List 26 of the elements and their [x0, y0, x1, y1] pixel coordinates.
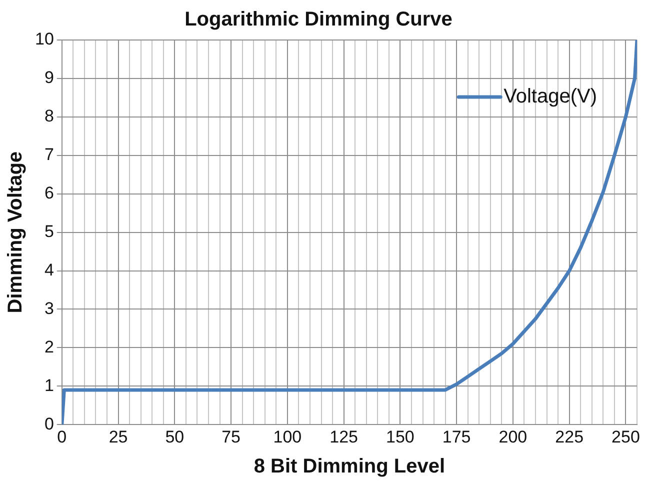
x-tick-label: 225 — [555, 427, 584, 446]
chart-title: Logarithmic Dimming Curve — [184, 8, 452, 31]
y-tick-label: 10 — [34, 30, 54, 49]
y-tick-label: 1 — [44, 376, 54, 395]
legend-label: Voltage(V) — [504, 86, 597, 108]
y-tick-label: 0 — [44, 414, 54, 434]
x-tick-label: 25 — [108, 427, 128, 446]
x-tick-label: 0 — [57, 427, 67, 446]
x-tick-label: 100 — [273, 427, 302, 446]
y-tick-label: 7 — [44, 145, 54, 164]
y-tick-label: 2 — [44, 337, 54, 356]
x-tick-label: 50 — [165, 427, 184, 446]
x-axis-title: 8 Bit Dimming Level — [254, 456, 446, 478]
x-tick-label: 200 — [498, 427, 528, 446]
y-axis-title: Dimming Voltage — [4, 151, 27, 314]
y-tick-label: 6 — [44, 184, 54, 203]
y-tick-label: 8 — [44, 106, 54, 126]
y-tick-label: 9 — [44, 68, 54, 88]
x-tick-label: 150 — [386, 427, 414, 446]
y-tick-label: 4 — [44, 260, 54, 280]
x-tick-label: 75 — [222, 427, 241, 446]
y-tick-label: 3 — [44, 298, 54, 318]
x-tick-label: 125 — [330, 427, 358, 446]
x-tick-label: 250 — [612, 427, 640, 446]
x-tick-label: 175 — [442, 427, 471, 446]
y-tick-label: 5 — [44, 222, 54, 241]
